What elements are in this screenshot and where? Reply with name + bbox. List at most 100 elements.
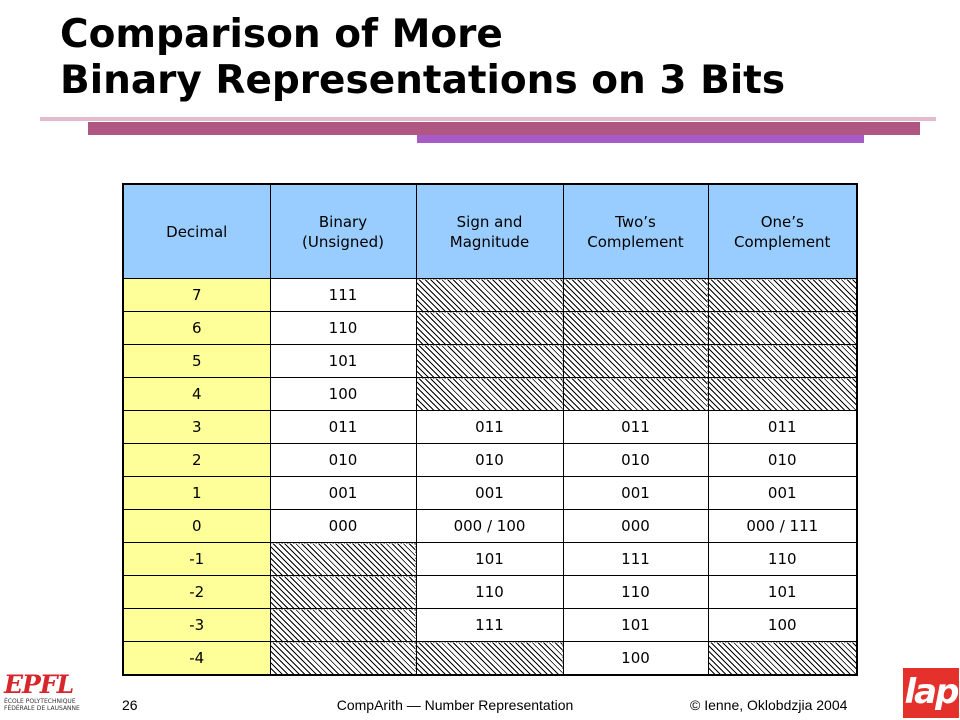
twos-complement-cell: 110 [562, 575, 709, 609]
not-representable-cell [269, 575, 417, 609]
header-ones-complement: One’s Complement [707, 183, 858, 279]
decimal-cell: 0 [122, 509, 271, 543]
title-underline-bar [88, 122, 920, 135]
epfl-logo: EPFL ÉCOLE POLYTECHNIQUE FÉDÉRALE DE LAU… [4, 672, 96, 718]
binary-unsigned-cell: 000 [269, 509, 417, 543]
title-line-2: Binary Representations on 3 Bits [60, 58, 786, 103]
table-row: 0 000 000 / 100 000 000 / 111 [122, 509, 858, 543]
footer-copyright: © Ienne, Oklobdzjia 2004 [690, 697, 848, 713]
decimal-cell: 6 [122, 311, 271, 345]
header-text: Complement [734, 232, 831, 251]
ones-complement-cell: 110 [707, 542, 858, 576]
not-representable-cell [562, 311, 709, 345]
twos-complement-cell: 111 [562, 542, 709, 576]
table-row: 2 010 010 010 010 [122, 443, 858, 477]
not-representable-cell [415, 344, 564, 378]
header-binary-unsigned: Binary (Unsigned) [269, 183, 417, 279]
sign-magnitude-cell: 101 [415, 542, 564, 576]
not-representable-cell [707, 377, 858, 411]
header-text: One’s [760, 212, 804, 231]
table-row: 6 110 [122, 311, 858, 345]
sign-magnitude-cell: 001 [415, 476, 564, 510]
not-representable-cell [707, 641, 858, 676]
decimal-cell: -2 [122, 575, 271, 609]
binary-unsigned-cell: 010 [269, 443, 417, 477]
table-row: 4 100 [122, 377, 858, 411]
decimal-cell: -4 [122, 641, 271, 676]
ones-complement-cell: 001 [707, 476, 858, 510]
header-text: Two’s [615, 212, 656, 231]
header-decimal: Decimal [122, 183, 271, 279]
sign-magnitude-cell: 111 [415, 608, 564, 642]
table-row: -3 111 101 100 [122, 608, 858, 642]
not-representable-cell [415, 311, 564, 345]
not-representable-cell [415, 278, 564, 312]
sign-magnitude-cell: 010 [415, 443, 564, 477]
slide-title: Comparison of More Binary Representation… [60, 12, 785, 104]
decimal-cell: 1 [122, 476, 271, 510]
sign-magnitude-cell: 000 / 100 [415, 509, 564, 543]
table-row: 3 011 011 011 011 [122, 410, 858, 444]
twos-complement-cell: 001 [562, 476, 709, 510]
binary-unsigned-cell: 110 [269, 311, 417, 345]
decimal-cell: 3 [122, 410, 271, 444]
header-sign-magnitude: Sign and Magnitude [415, 183, 564, 279]
not-representable-cell [707, 344, 858, 378]
table-row: -4 100 [122, 641, 858, 676]
header-text: Magnitude [449, 232, 530, 251]
ones-complement-cell: 100 [707, 608, 858, 642]
decimal-cell: -1 [122, 542, 271, 576]
not-representable-cell [707, 311, 858, 345]
footer-course-title: CompArith — Number Representation [336, 697, 574, 713]
decimal-cell: 5 [122, 344, 271, 378]
table-row: -2 110 110 101 [122, 575, 858, 609]
table-row: 5 101 [122, 344, 858, 378]
not-representable-cell [562, 377, 709, 411]
not-representable-cell [562, 278, 709, 312]
table-body: 7 111 6 110 5 101 4 100 3 011 011 011 011 2 010 010 010 0… [122, 278, 858, 676]
decimal-cell: 4 [122, 377, 271, 411]
lap-logo: lap [903, 668, 959, 718]
not-representable-cell [562, 344, 709, 378]
title-underline-accent [417, 135, 864, 143]
header-text: (Unsigned) [302, 232, 384, 251]
header-text: Binary [318, 212, 368, 231]
twos-complement-cell: 000 [562, 509, 709, 543]
not-representable-cell [269, 542, 417, 576]
lap-logo-mark: lap [904, 672, 960, 712]
header-text: Decimal [166, 222, 228, 241]
table-row: 1 001 001 001 001 [122, 476, 858, 510]
table-row: 7 111 [122, 278, 858, 312]
ones-complement-cell: 101 [707, 575, 858, 609]
ones-complement-cell: 010 [707, 443, 858, 477]
twos-complement-cell: 011 [562, 410, 709, 444]
not-representable-cell [269, 641, 417, 676]
binary-unsigned-cell: 001 [269, 476, 417, 510]
decimal-cell: 7 [122, 278, 271, 312]
epfl-logo-line-2: FÉDÉRALE DE LAUSANNE [4, 705, 80, 712]
table-header-row: Decimal Binary (Unsigned) Sign and Magnitude… [122, 183, 858, 279]
not-representable-cell [415, 641, 564, 676]
decimal-cell: 2 [122, 443, 271, 477]
binary-unsigned-cell: 111 [269, 278, 417, 312]
twos-complement-cell: 100 [562, 641, 709, 676]
not-representable-cell [269, 608, 417, 642]
not-representable-cell [415, 377, 564, 411]
header-twos-complement: Two’s Complement [562, 183, 709, 279]
epfl-logo-line-1: ÉCOLE POLYTECHNIQUE [4, 698, 76, 705]
binary-unsigned-cell: 011 [269, 410, 417, 444]
header-text: Complement [587, 232, 684, 251]
twos-complement-cell: 010 [562, 443, 709, 477]
representation-table: Decimal Binary (Unsigned) Sign and Magnitude… [122, 183, 858, 676]
sign-magnitude-cell: 110 [415, 575, 564, 609]
slide-number: 26 [122, 697, 138, 713]
sign-magnitude-cell: 011 [415, 410, 564, 444]
title-underline-thin [40, 117, 936, 121]
epfl-logo-mark: EPFL [4, 670, 74, 699]
binary-unsigned-cell: 100 [269, 377, 417, 411]
binary-unsigned-cell: 101 [269, 344, 417, 378]
title-line-1: Comparison of More [60, 12, 503, 57]
table-row: -1 101 111 110 [122, 542, 858, 576]
twos-complement-cell: 101 [562, 608, 709, 642]
ones-complement-cell: 000 / 111 [707, 509, 858, 543]
